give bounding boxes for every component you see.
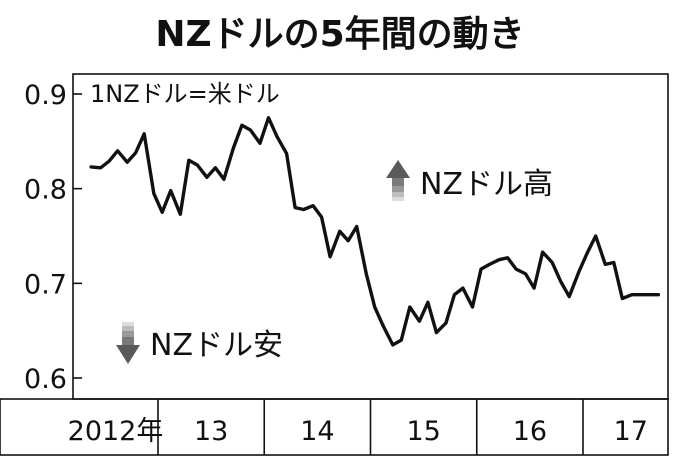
series-group <box>89 115 661 347</box>
unit-label: 1NZドル=米ドル <box>90 80 280 108</box>
annotation-up-label: NZドル高 <box>420 167 553 202</box>
year-label: 16 <box>513 416 547 447</box>
y-tick-label: 0.6 <box>24 364 67 395</box>
up-arrow-icon <box>386 160 410 201</box>
y-tick-label: 0.9 <box>24 80 67 111</box>
chart-title: NZドルの5年間の動き <box>155 14 524 55</box>
year-labels: 2012年 13 14 15 16 17 <box>68 416 648 447</box>
year-label: 17 <box>614 416 648 447</box>
annotation-down-label: NZドル安 <box>150 328 283 363</box>
year-dividers <box>157 399 584 455</box>
y-tick-label: 0.7 <box>24 269 67 300</box>
year-label: 15 <box>406 416 440 447</box>
y-tick-label: 0.8 <box>24 175 67 206</box>
annotation-up: NZドル高 <box>386 160 553 202</box>
year-axis-band <box>0 398 669 456</box>
year-label: 14 <box>300 416 334 447</box>
year-label: 13 <box>194 416 228 447</box>
y-axis-ticks: 0.9 0.8 0.7 0.6 <box>24 80 82 395</box>
series-line <box>89 115 661 347</box>
annotation-down: NZドル安 <box>116 322 283 364</box>
down-arrow-icon <box>116 322 140 364</box>
year-label: 2012年 <box>68 416 164 447</box>
